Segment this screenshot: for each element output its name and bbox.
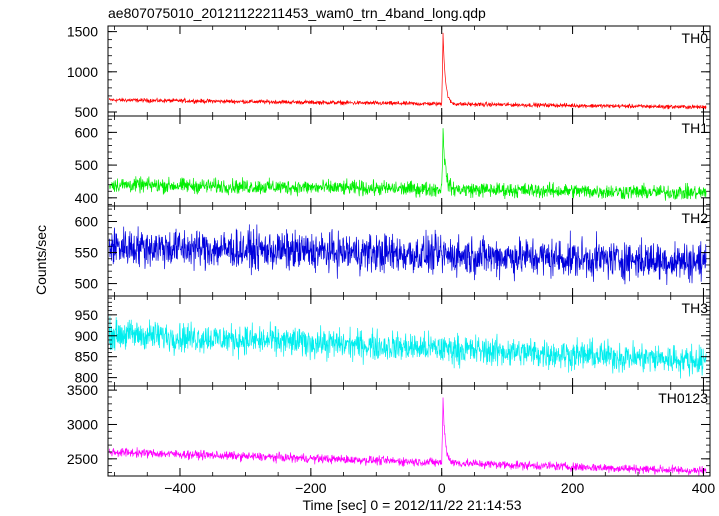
panel-th3: 800 850 900 950 TH3 bbox=[75, 295, 711, 387]
series-line-th0 bbox=[108, 32, 707, 110]
x-tick-label: 400 bbox=[692, 480, 716, 496]
x-tick-label: 200 bbox=[561, 480, 585, 496]
panel-label: TH2 bbox=[682, 210, 709, 226]
panel-label: TH0123 bbox=[658, 390, 708, 406]
y-tick-label: 3000 bbox=[67, 416, 98, 432]
y-tick-label: 3500 bbox=[67, 382, 98, 398]
y-tick-label: 2500 bbox=[67, 451, 98, 467]
x-tick-label: −400 bbox=[164, 480, 196, 496]
y-tick-label: 800 bbox=[75, 370, 99, 386]
panel-label: TH3 bbox=[682, 300, 709, 316]
chart-title: ae807075010_20121122211453_wam0_trn_4ban… bbox=[108, 5, 486, 21]
x-axis: −400 −200 0 200 400 bbox=[164, 480, 715, 496]
y-tick-label: 1000 bbox=[67, 64, 98, 80]
panels: 500 1000 1500 TH0 400 500 600 TH1 500 550 600 TH2 80… bbox=[67, 24, 711, 477]
panel-th2: 500 550 600 TH2 bbox=[75, 205, 711, 297]
panel-th1: 400 500 600 TH1 bbox=[75, 115, 711, 207]
series-line-th2 bbox=[108, 224, 707, 285]
panel-label: TH1 bbox=[682, 120, 709, 136]
series-line-th0123 bbox=[108, 397, 707, 476]
series-line-th1 bbox=[109, 128, 707, 201]
panel-th0: 500 1000 1500 TH0 bbox=[67, 24, 711, 120]
y-tick-label: 400 bbox=[75, 190, 99, 206]
y-axis-label: Counts/sec bbox=[33, 225, 49, 295]
y-tick-label: 550 bbox=[75, 245, 99, 261]
y-tick-label: 950 bbox=[75, 307, 99, 323]
y-tick-label: 500 bbox=[75, 104, 99, 120]
x-axis-label: Time [sec] 0 = 2012/11/22 21:14:53 bbox=[302, 497, 521, 513]
y-tick-label: 900 bbox=[75, 328, 99, 344]
y-tick-label: 600 bbox=[75, 124, 99, 140]
y-tick-label: 500 bbox=[75, 157, 99, 173]
y-tick-label: 1500 bbox=[67, 24, 98, 40]
x-tick-label: −200 bbox=[295, 480, 327, 496]
y-tick-label: 850 bbox=[75, 349, 99, 365]
y-tick-label: 600 bbox=[75, 214, 99, 230]
x-tick-label: 0 bbox=[438, 480, 446, 496]
panel-label: TH0 bbox=[682, 30, 709, 46]
panel-th0123: 2500 3000 3500 TH0123 bbox=[67, 382, 711, 477]
series-line-th3 bbox=[108, 316, 707, 379]
y-tick-label: 500 bbox=[75, 276, 99, 292]
